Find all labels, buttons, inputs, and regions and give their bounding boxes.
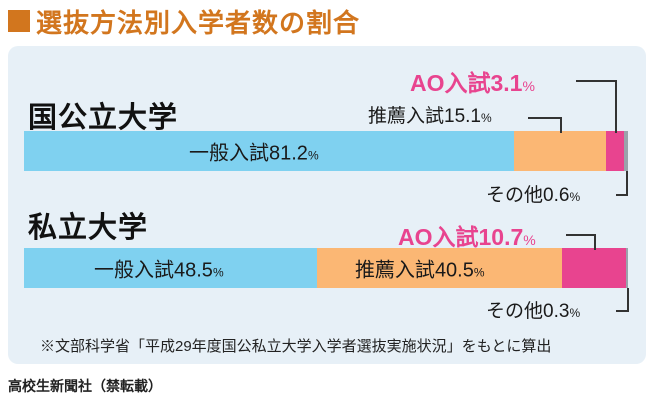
leader-ao-0 xyxy=(576,80,617,133)
AO入試-unit: % xyxy=(522,78,535,94)
annotation-ao-1: AO入試10.7% xyxy=(398,218,536,252)
copyright-credit: 高校生新聞社（禁転載） xyxy=(8,379,162,395)
AO入試-name: AO入試 xyxy=(410,70,491,96)
一般入試-name: 一般入試 xyxy=(189,142,269,165)
推薦入試-name: 推薦入試 xyxy=(368,106,445,127)
stacked-bar-1: 一般入試48.5% 推薦入試40.5% xyxy=(24,248,628,288)
segment-label-general-0: 一般入試81.2% xyxy=(189,137,319,166)
その他-value: 0.3 xyxy=(543,301,570,322)
leader-other-1 xyxy=(616,288,630,312)
leader-ao-1 xyxy=(566,234,596,250)
推薦入試-unit: % xyxy=(481,111,492,125)
その他-unit: % xyxy=(569,306,581,320)
bar-segment-1-1: 推薦入試40.5% xyxy=(316,248,562,288)
annotation-recommendation-0: 推薦入試15.1% xyxy=(368,101,492,128)
bar-segment-1-0: 一般入試48.5% xyxy=(24,248,317,288)
一般入試-value: 81.2 xyxy=(269,142,308,165)
その他-name: その他 xyxy=(486,301,544,322)
推薦入試-value: 40.5 xyxy=(434,259,474,282)
annotation-other-1: その他0.3% xyxy=(486,296,580,323)
AO入試-unit: % xyxy=(523,232,536,248)
一般入試-unit: % xyxy=(307,148,319,163)
segment-label-general-1: 一般入試48.5% xyxy=(94,254,224,283)
その他-unit: % xyxy=(569,190,581,204)
AO入試-value: 3.1 xyxy=(490,70,523,96)
chart-title: 選抜方法別入学者数の割合 xyxy=(36,8,361,39)
title-marker-square xyxy=(8,10,30,32)
stacked-bar-0: 一般入試81.2% xyxy=(24,131,628,171)
segment-label-recommendation-1: 推薦入試40.5% xyxy=(355,254,485,283)
bar-segment-0-1 xyxy=(514,131,606,171)
一般入試-name: 一般入試 xyxy=(94,259,174,282)
bar-segment-1-3 xyxy=(626,248,628,288)
その他-value: 0.6 xyxy=(543,185,570,206)
bar-segment-0-0: 一般入試81.2% xyxy=(24,131,515,171)
annotation-other-0: その他0.6% xyxy=(486,180,580,207)
chart-panel xyxy=(8,46,646,364)
推薦入試-value: 15.1 xyxy=(444,106,481,127)
group-label-0: 国公立大学 xyxy=(28,100,179,134)
bar-segment-0-3 xyxy=(624,131,628,171)
annotation-ao-0: AO入試3.1% xyxy=(410,64,535,98)
bar-segment-0-2 xyxy=(605,131,625,171)
AO入試-name: AO入試 xyxy=(398,224,479,250)
bar-segment-1-2 xyxy=(561,248,627,288)
一般入試-value: 48.5 xyxy=(174,259,213,282)
AO入試-value: 10.7 xyxy=(478,224,524,250)
推薦入試-name: 推薦入試 xyxy=(354,259,435,282)
leader-recommendation-0 xyxy=(528,117,563,133)
その他-name: その他 xyxy=(486,185,544,206)
推薦入試-unit: % xyxy=(473,265,485,280)
chart-title-row: 選抜方法別入学者数の割合 xyxy=(8,4,361,39)
group-label-1: 私立大学 xyxy=(28,210,149,244)
一般入試-unit: % xyxy=(212,265,224,280)
leader-other-0 xyxy=(616,171,629,196)
source-note: ※文部科学省「平成29年度国公私立大学入学者選抜実施状況」をもとに算出 xyxy=(40,338,552,355)
